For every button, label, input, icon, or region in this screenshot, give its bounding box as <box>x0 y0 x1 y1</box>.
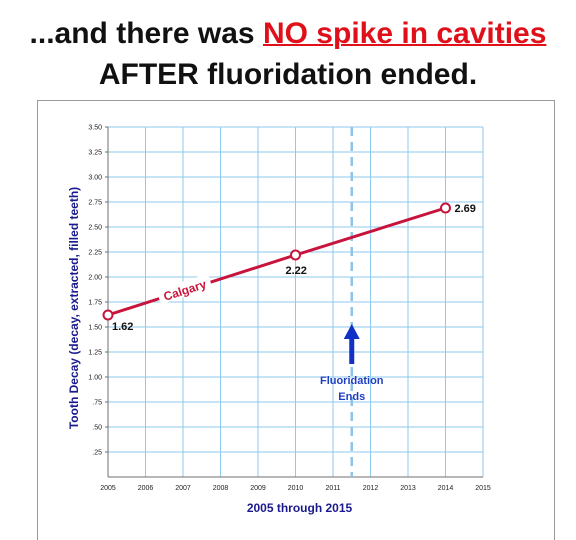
x-tick-label: 2010 <box>288 485 304 492</box>
data-point <box>440 202 451 214</box>
data-label: 2.22 <box>286 265 307 277</box>
annotation-text: Ends <box>338 391 365 403</box>
x-tick-label: 2009 <box>250 485 266 492</box>
y-tick-label: .25 <box>92 450 102 457</box>
y-tick-label: .75 <box>92 400 102 407</box>
chart-frame <box>37 100 555 540</box>
y-tick-label: 2.25 <box>88 250 102 257</box>
x-tick-label: 2013 <box>400 485 416 492</box>
x-tick-label: 2015 <box>475 485 491 492</box>
x-tick-labels: 2005 2006 2007 2008 2009 2010 2011 2012 2013 2014… <box>100 485 491 492</box>
x-tick-label: 2008 <box>213 485 229 492</box>
headline-line-2: AFTER fluoridation ended. <box>98 58 478 91</box>
y-tick-label: 2.75 <box>88 200 102 207</box>
series-label-bg <box>156 273 213 305</box>
headline-line-1: ...and there was NO spike in cavities <box>0 17 576 51</box>
data-point <box>102 309 114 321</box>
data-label: 2.69 <box>455 203 476 215</box>
annotation-text: Fluoridation <box>320 375 384 387</box>
arrow-up-icon <box>343 324 360 339</box>
x-tick-label: 2007 <box>175 485 191 492</box>
arrow-shaft <box>349 338 355 364</box>
series-line <box>107 206 446 317</box>
y-tick-labels: .25 .50 .75 1.00 1.25 1.50 1.75 2.00 2.25 2.50 2.7… <box>88 125 108 457</box>
chart-grid <box>107 126 484 478</box>
y-tick-label: 1.75 <box>88 300 102 307</box>
y-axis-title: Tooth Decay (decay, extracted, filled te… <box>67 187 81 429</box>
y-tick-label: 3.25 <box>88 150 102 157</box>
x-tick-label: 2012 <box>363 485 379 492</box>
y-tick-label: 1.25 <box>88 350 102 357</box>
y-tick-label: 1.50 <box>88 325 102 332</box>
y-tick-label: 2.50 <box>88 225 102 232</box>
y-tick-label: 1.00 <box>88 375 102 382</box>
x-tick-label: 2006 <box>138 485 154 492</box>
y-tick-label: 3.50 <box>88 125 102 132</box>
x-tick-label: 2005 <box>100 485 116 492</box>
data-label: 1.62 <box>112 321 133 333</box>
x-tick-label: 2011 <box>325 485 340 492</box>
headline-prefix: ...and there was <box>29 17 263 50</box>
x-axis-title: 2005 through 2015 <box>247 501 353 515</box>
y-tick-label: 2.00 <box>88 275 102 282</box>
y-tick-label: .50 <box>92 425 102 432</box>
headline-emphasis: NO spike in cavities <box>262 17 547 50</box>
y-tick-label: 3.00 <box>88 175 102 182</box>
fluoridation-annotation: Fluoridation Ends <box>320 127 384 477</box>
x-tick-label: 2014 <box>438 485 454 492</box>
data-point <box>290 249 301 261</box>
